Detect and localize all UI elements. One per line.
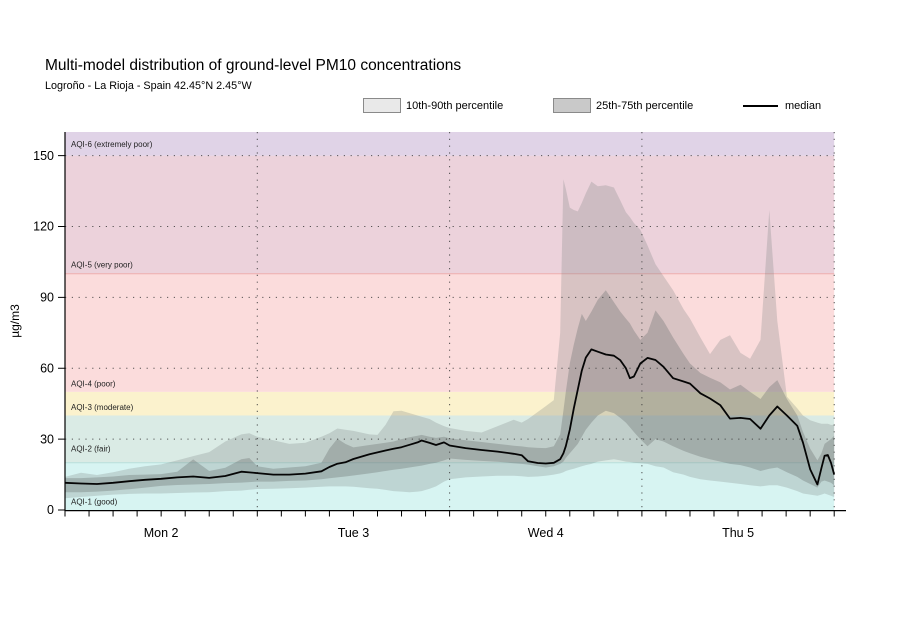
p25-75-percentile-label: 25th-75th percentile	[596, 100, 694, 112]
aqi-band-label: AQI-6 (extremely poor)	[71, 140, 153, 149]
y-tick-label: 150	[33, 149, 54, 163]
median-line-swatch	[743, 105, 778, 107]
y-tick-label: 90	[40, 291, 54, 305]
p25-75-percentile-swatch	[553, 98, 591, 113]
aqi-band-label: AQI-3 (moderate)	[71, 403, 134, 412]
y-tick-label: 60	[40, 361, 54, 375]
y-tick-label: 0	[47, 503, 54, 517]
aqi-band	[65, 273, 835, 392]
x-day-label: Thu 5	[722, 526, 754, 540]
aqi-band-label: AQI-4 (poor)	[71, 380, 116, 389]
median-series-line	[64, 348, 836, 486]
median-label: median	[785, 100, 822, 112]
y-axis-title: µg/m3	[8, 304, 22, 338]
x-day-label: Mon 2	[144, 526, 179, 540]
p25-75-percentile-area	[65, 290, 835, 493]
chart-subtitle: Logroño - La Rioja - Spain 42.45°N 2.45°…	[45, 80, 252, 92]
y-tick-label: 30	[40, 432, 54, 446]
chart-title: Multi-model distribution of ground-level…	[45, 57, 462, 74]
aqi-band-label: AQI-5 (very poor)	[71, 260, 133, 269]
p10-90-percentile-swatch	[363, 98, 401, 113]
p10-90-percentile-label: 10th-90th percentile	[406, 100, 504, 112]
x-day-label: Wed 4	[528, 526, 564, 540]
aqi-band-label: AQI-1 (good)	[71, 498, 118, 507]
aqi-band	[65, 132, 835, 156]
y-tick-label: 120	[33, 220, 54, 234]
x-day-label: Tue 3	[338, 526, 370, 540]
aqi-band-label: AQI-2 (fair)	[71, 445, 111, 454]
